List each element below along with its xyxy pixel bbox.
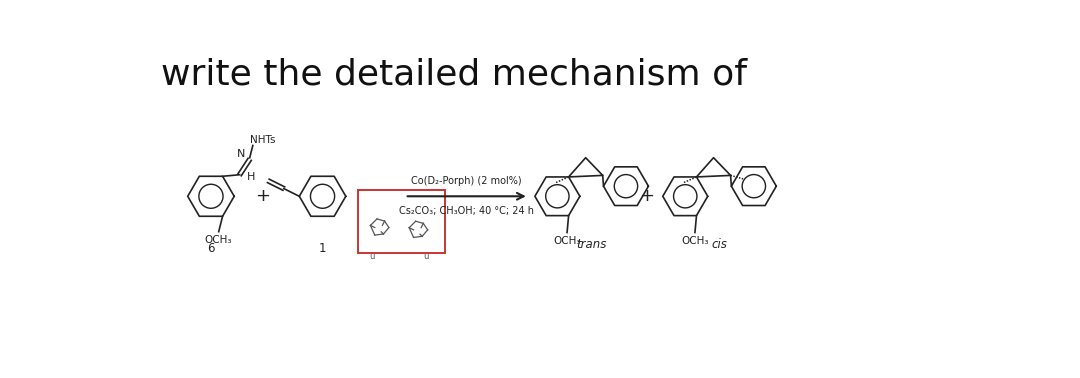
Text: OCH₃: OCH₃ bbox=[681, 235, 708, 246]
Bar bbox=[359, 190, 445, 253]
Text: NHTs: NHTs bbox=[249, 135, 275, 146]
Text: u: u bbox=[423, 253, 429, 262]
Text: 6: 6 bbox=[207, 242, 215, 255]
Text: write the detailed mechanism of: write the detailed mechanism of bbox=[161, 58, 746, 92]
Text: Cs₂CO₃; CH₃OH; 40 °C; 24 h: Cs₂CO₃; CH₃OH; 40 °C; 24 h bbox=[400, 206, 535, 216]
Text: u: u bbox=[369, 253, 375, 262]
Text: 1: 1 bbox=[319, 242, 326, 255]
Text: OCH₃: OCH₃ bbox=[553, 235, 581, 246]
Text: cis: cis bbox=[712, 237, 728, 251]
Text: Co(D₂-Porph) (2 mol%): Co(D₂-Porph) (2 mol%) bbox=[411, 176, 522, 186]
Text: OCH₃: OCH₃ bbox=[204, 235, 232, 245]
Text: trans: trans bbox=[577, 237, 607, 251]
Text: N: N bbox=[237, 149, 245, 158]
Text: H: H bbox=[247, 172, 256, 182]
Text: +: + bbox=[255, 187, 270, 205]
Text: +: + bbox=[639, 187, 654, 205]
